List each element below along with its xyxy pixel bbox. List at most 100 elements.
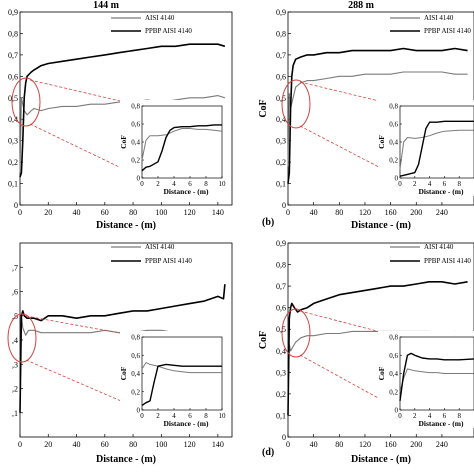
inset-x-tick-label: 2 [156,180,160,188]
inset-y-tick-label: 0,2 [389,388,398,396]
inset-y-tick-label: 0,4 [389,370,398,378]
y-tick-label: 0,3 [8,137,18,146]
inset-y-tick-label: 0,8 [131,103,140,111]
x-tick-label: 40 [73,440,81,449]
inset-chart: 0 0,2 0,4 0,6 0,8 0 2 4 6 8 10 CoF Distance - (m) [119,100,226,196]
x-tick-label: 60 [101,440,109,449]
inset-background [378,100,474,196]
y-tick-label: 0,3 [276,368,286,377]
x-tick-label: 20 [44,208,52,217]
y-tick-label: 0,8 [276,29,286,38]
inset-series-line-ppbp-aisi-4140 [141,124,222,172]
inset-x-axis-label: Distance - (m) [164,187,209,196]
inset-y-tick-label: 0 [137,407,141,415]
inset-y-tick-label: 0,2 [389,157,398,165]
y-tick-label: 0,6 [276,304,286,313]
x-tick-label: 60 [101,208,109,217]
x-tick-label: 80 [335,440,343,449]
x-tick-label: 0 [18,440,22,449]
y-tick-label: 0,7 [276,51,286,60]
inset-y-tick-label: 0,4 [389,139,398,147]
y-tick-label: ,2 [12,385,18,394]
inset-x-tick-label: 8 [457,412,461,420]
x-tick-label: 0 [286,208,290,217]
inset-y-tick-label: 0 [395,175,399,183]
inset-y-tick-label: 0 [395,407,399,415]
y-tick-label: ,7 [12,263,18,272]
y-tick-label: 0 [282,201,286,210]
y-tick-label: 0,6 [276,72,286,81]
inset-y-tick-label: 0,8 [389,103,398,111]
legend-label: AISI 4140 [424,14,454,22]
x-tick-label: 80 [129,208,137,217]
panel-d: 00,10,20,30,40,50,60,70,80,90 40 80 120 160 2… [258,239,474,465]
panel-label: (b) [262,217,274,228]
zoom-ellipse [11,77,41,127]
inset-chart: 0 0,2 0,4 0,6 0,8 0 2 4 6 8 CoF Distance - (m) [377,100,474,196]
x-tick-label: 120 [359,440,371,449]
x-tick-label: 200 [410,440,422,449]
x-tick-label: 80 [335,208,343,217]
x-tick-label: 120 [359,208,371,217]
y-tick-label: 0,4 [276,115,286,124]
inset-y-tick-label: 0,6 [389,121,398,129]
y-tick-label: 0,3 [276,137,286,146]
zoom-ellipse [7,313,37,363]
inset-y-axis-label: CoF [377,366,386,380]
y-tick-label: 0,9 [8,8,18,17]
chart-title: 144 m [93,0,120,11]
inset-series-line-aisi-4140 [141,128,223,161]
chart-title: 288 m [348,0,375,11]
inset-x-tick-label: 8 [204,412,208,420]
x-axis-label: Distance - (m) [96,454,156,465]
x-tick-label: 120 [184,208,196,217]
inset-background [378,331,474,428]
y-tick-label: ,6 [12,288,18,297]
y-tick-label: 0,4 [8,115,18,124]
inset-series-line-ppbp-aisi-4140 [399,352,474,401]
x-tick-label: 240 [436,440,448,449]
inset-y-tick-label: 0,6 [131,352,140,360]
legend-label: PPBP AISI 4140 [145,257,192,265]
panel-b: 00,10,20,30,40,50,60,70,80,90 40 80 120 160 2… [258,0,474,231]
y-tick-label: 0,1 [276,411,286,420]
x-axis-label: Distance - (m) [351,220,411,231]
inset-x-tick-label: 8 [457,180,461,188]
y-axis-label: CoF [258,331,269,349]
x-tick-label: 80 [129,440,137,449]
y-tick-label: 0 [14,201,18,210]
inset-y-tick-label: 0,8 [131,334,140,342]
series-line-ppbp-aisi-4140 [287,280,468,416]
inset-x-tick-label: 0 [398,180,402,188]
zoom-ellipse [281,308,311,358]
series-line-ppbp-aisi-4140 [19,43,226,178]
legend-label: PPBP AISI 4140 [145,27,192,35]
x-tick-label: 240 [436,208,448,217]
inset-x-tick-label: 4 [428,180,432,188]
inset-x-tick-label: 4 [172,180,176,188]
plot-frame [287,11,474,206]
y-tick-label: 0,5 [8,94,18,103]
x-tick-label: 160 [385,440,397,449]
y-tick-label: ,4 [12,336,18,345]
inset-x-tick-label: 2 [413,180,417,188]
plot-frame [19,11,233,206]
zoom-ellipse [281,79,311,129]
x-tick-label: 0 [286,440,290,449]
inset-series-line-ppbp-aisi-4140 [141,363,222,406]
inset-x-tick-label: 4 [428,412,432,420]
inset-y-axis-label: CoF [119,135,128,149]
inset-x-tick-label: 6 [188,412,192,420]
legend-label: AISI 4140 [424,243,454,251]
y-tick-label: 0,1 [8,180,18,189]
inset-x-tick-label: 8 [204,180,208,188]
inset-y-tick-label: 0,4 [131,370,140,378]
x-tick-label: 200 [410,208,422,217]
legend-label: PPBP AISI 4140 [424,257,471,265]
x-tick-label: 100 [155,440,167,449]
y-tick-label: 0,1 [276,180,286,189]
x-axis-label: Distance - (m) [351,454,411,465]
inset-series-line-aisi-4140 [399,129,474,170]
y-tick-label: 0,8 [276,261,286,270]
